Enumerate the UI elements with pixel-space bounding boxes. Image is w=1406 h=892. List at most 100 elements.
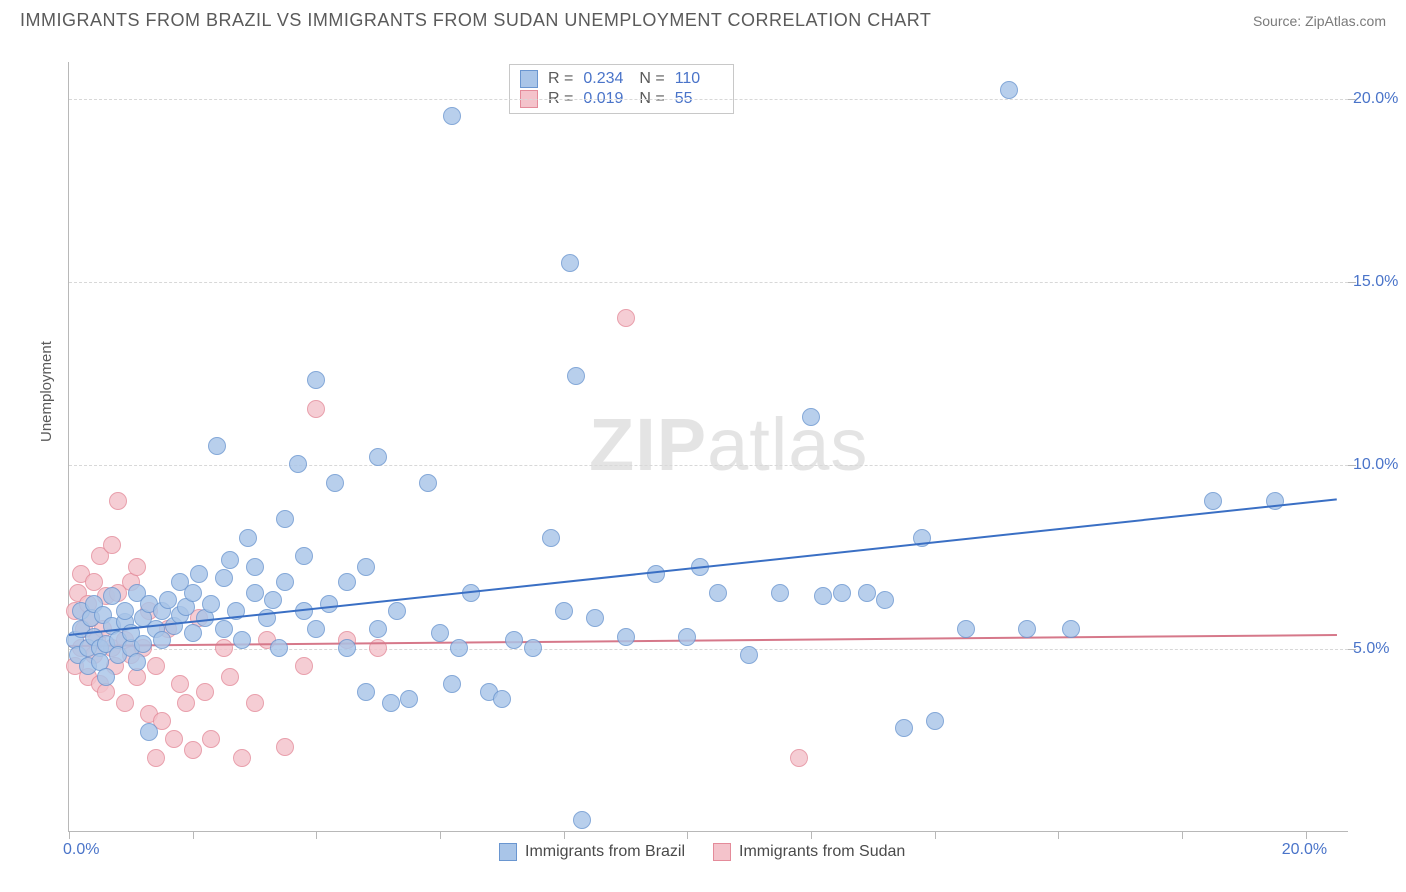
data-point-sudan <box>165 730 183 748</box>
data-point-brazil <box>957 620 975 638</box>
data-point-brazil <box>555 602 573 620</box>
data-point-brazil <box>97 668 115 686</box>
data-point-brazil <box>215 569 233 587</box>
data-point-sudan <box>147 657 165 675</box>
data-point-brazil <box>264 591 282 609</box>
x-tick-label: 20.0% <box>1282 841 1327 859</box>
data-point-sudan <box>246 694 264 712</box>
data-point-brazil <box>382 694 400 712</box>
data-point-sudan <box>109 492 127 510</box>
data-point-brazil <box>431 624 449 642</box>
data-point-brazil <box>771 584 789 602</box>
stats-legend: R = 0.234 N = 110 R = 0.019 N = 55 <box>509 64 734 114</box>
data-point-sudan <box>790 749 808 767</box>
data-point-brazil <box>116 602 134 620</box>
data-point-brazil <box>246 558 264 576</box>
grid-line <box>69 649 1348 650</box>
y-tick-label: 10.0% <box>1353 456 1406 474</box>
data-point-brazil <box>926 712 944 730</box>
data-point-brazil <box>357 558 375 576</box>
data-point-brazil <box>561 254 579 272</box>
data-point-brazil <box>338 573 356 591</box>
data-point-brazil <box>215 620 233 638</box>
data-point-brazil <box>567 367 585 385</box>
data-point-brazil <box>338 639 356 657</box>
data-point-brazil <box>307 620 325 638</box>
data-point-sudan <box>233 749 251 767</box>
data-point-brazil <box>493 690 511 708</box>
swatch-brazil <box>499 843 517 861</box>
data-point-sudan <box>617 309 635 327</box>
legend-item-sudan: Immigrants from Sudan <box>713 843 905 861</box>
data-point-brazil <box>1000 81 1018 99</box>
data-point-brazil <box>134 635 152 653</box>
data-point-brazil <box>184 624 202 642</box>
data-point-brazil <box>678 628 696 646</box>
data-point-brazil <box>320 595 338 613</box>
data-point-brazil <box>740 646 758 664</box>
data-point-brazil <box>246 584 264 602</box>
chart-header: IMMIGRANTS FROM BRAZIL VS IMMIGRANTS FRO… <box>0 0 1406 37</box>
data-point-brazil <box>276 573 294 591</box>
data-point-brazil <box>617 628 635 646</box>
data-point-brazil <box>814 587 832 605</box>
data-point-sudan <box>171 675 189 693</box>
data-point-brazil <box>542 529 560 547</box>
data-point-sudan <box>177 694 195 712</box>
data-point-brazil <box>270 639 288 657</box>
data-point-sudan <box>128 558 146 576</box>
data-point-brazil <box>128 653 146 671</box>
legend-item-brazil: Immigrants from Brazil <box>499 843 685 861</box>
data-point-brazil <box>586 609 604 627</box>
y-tick-label: 5.0% <box>1353 640 1406 658</box>
data-point-brazil <box>140 723 158 741</box>
data-point-brazil <box>573 811 591 829</box>
grid-line <box>69 282 1348 283</box>
data-point-brazil <box>524 639 542 657</box>
data-point-brazil <box>276 510 294 528</box>
data-point-brazil <box>647 565 665 583</box>
data-point-sudan <box>103 536 121 554</box>
data-point-sudan <box>116 694 134 712</box>
stats-row-brazil: R = 0.234 N = 110 <box>520 69 721 89</box>
data-point-brazil <box>505 631 523 649</box>
data-point-sudan <box>147 749 165 767</box>
data-point-brazil <box>450 639 468 657</box>
data-point-brazil <box>357 683 375 701</box>
series-legend: Immigrants from Brazil Immigrants from S… <box>499 843 905 861</box>
data-point-brazil <box>443 107 461 125</box>
data-point-brazil <box>153 631 171 649</box>
grid-line <box>69 465 1348 466</box>
data-point-brazil <box>184 584 202 602</box>
chart-container: Unemployment ZIPatlas R = 0.234 N = 110 … <box>50 52 1390 852</box>
data-point-brazil <box>876 591 894 609</box>
chart-title: IMMIGRANTS FROM BRAZIL VS IMMIGRANTS FRO… <box>20 10 931 31</box>
data-point-sudan <box>295 657 313 675</box>
swatch-brazil <box>520 70 538 88</box>
watermark: ZIPatlas <box>589 402 868 487</box>
scatter-plot: ZIPatlas R = 0.234 N = 110 R = 0.019 N =… <box>68 62 1348 832</box>
x-tick-label: 0.0% <box>63 841 99 859</box>
data-point-brazil <box>443 675 461 693</box>
data-point-brazil <box>221 551 239 569</box>
grid-line <box>69 99 1348 100</box>
data-point-sudan <box>215 639 233 657</box>
y-axis-label: Unemployment <box>38 341 55 442</box>
data-point-brazil <box>895 719 913 737</box>
swatch-sudan <box>713 843 731 861</box>
data-point-brazil <box>1018 620 1036 638</box>
data-point-brazil <box>208 437 226 455</box>
data-point-brazil <box>326 474 344 492</box>
data-point-brazil <box>419 474 437 492</box>
data-point-brazil <box>833 584 851 602</box>
data-point-sudan <box>184 741 202 759</box>
y-tick-label: 20.0% <box>1353 90 1406 108</box>
data-point-sudan <box>221 668 239 686</box>
data-point-sudan <box>307 400 325 418</box>
data-point-brazil <box>709 584 727 602</box>
data-point-brazil <box>400 690 418 708</box>
data-point-brazil <box>307 371 325 389</box>
data-point-brazil <box>858 584 876 602</box>
data-point-brazil <box>295 547 313 565</box>
data-point-sudan <box>276 738 294 756</box>
